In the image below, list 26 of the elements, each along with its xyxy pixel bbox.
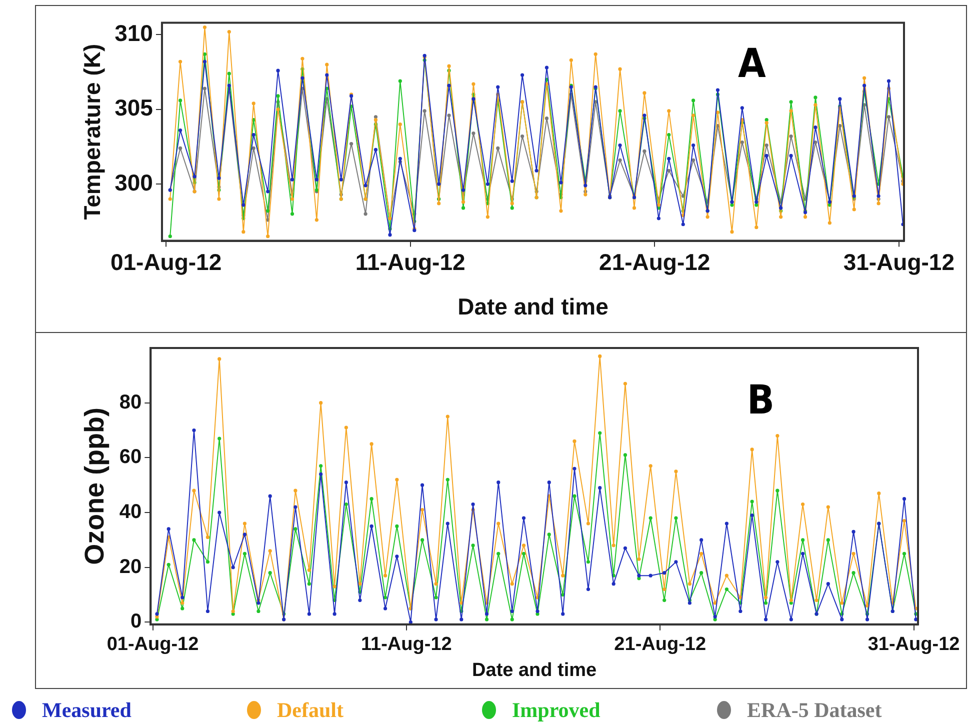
y-tick-label: 300 (114, 169, 153, 196)
y-tick-label: 80 (119, 391, 142, 414)
x-tick-label: 11-Aug-12 (361, 634, 452, 656)
x-axis-title: Date and time (472, 660, 597, 681)
legend-label: Default (277, 698, 344, 722)
y-tick-label: 305 (114, 94, 154, 121)
x-axis-title: Date and time (458, 294, 608, 320)
x-tick-label: 31-Aug-12 (868, 634, 960, 656)
legend-label: ERA-5 Dataset (747, 698, 882, 722)
annotation: B (746, 378, 774, 424)
x-tick-label: 11-Aug-12 (355, 248, 466, 275)
legend-label: Measured (42, 698, 132, 722)
x-tick-label: 01-Aug-12 (110, 248, 222, 275)
y-tick-label: 40 (119, 501, 142, 524)
x-tick-label: 31-Aug-12 (843, 248, 955, 275)
legend-label: Improved (512, 698, 600, 722)
y-tick-label: 0 (130, 610, 142, 633)
annotation: A (738, 40, 766, 87)
y-tick-label: 60 (119, 446, 142, 468)
y-tick-label: 20 (119, 556, 142, 578)
x-tick-label: 01-Aug-12 (106, 634, 199, 656)
y-axis-title: Ozone (ppb) (80, 407, 110, 565)
x-tick-label: 21-Aug-12 (599, 248, 710, 275)
y-tick-label: 310 (114, 20, 153, 46)
y-axis-title: Temperature (K) (79, 44, 106, 220)
x-tick-label: 21-Aug-12 (614, 634, 706, 656)
